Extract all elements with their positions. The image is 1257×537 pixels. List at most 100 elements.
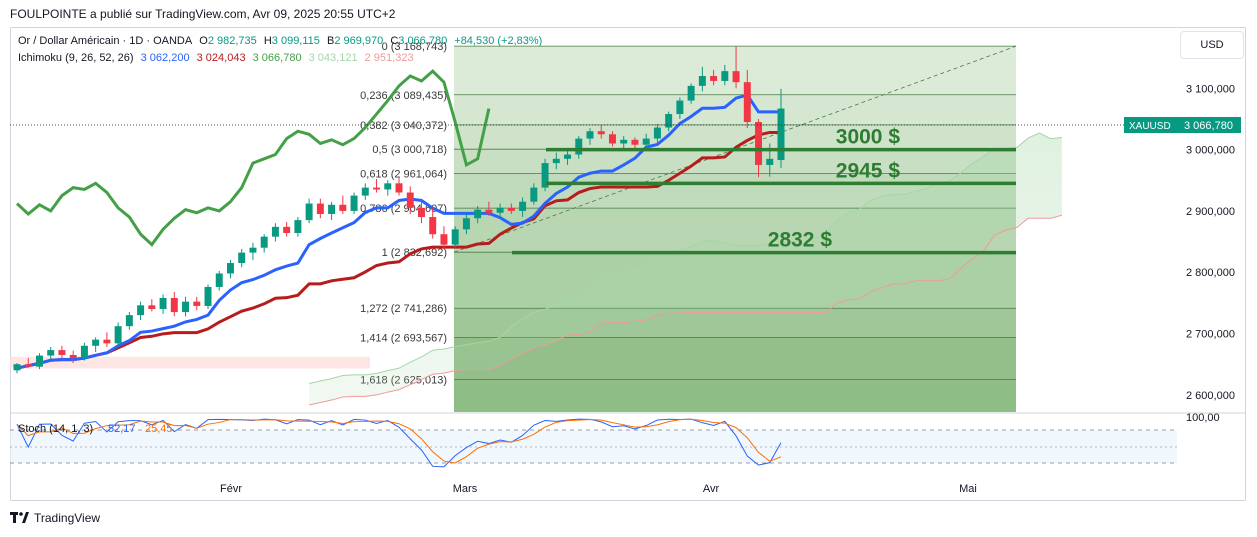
candle-body bbox=[328, 204, 336, 214]
candle-body bbox=[732, 71, 740, 83]
symbol-name[interactable]: Or / Dollar Américain · 1D · OANDA bbox=[18, 35, 193, 47]
candle-body bbox=[687, 85, 695, 101]
low-label: B bbox=[326, 35, 335, 47]
candle-body bbox=[586, 131, 594, 139]
publish-header: FOULPOINTE a publié sur TradingView.com,… bbox=[10, 7, 396, 21]
candle-body bbox=[608, 134, 616, 144]
y-tick-label: 2 900,000 bbox=[1186, 206, 1235, 218]
candle-body bbox=[519, 201, 527, 211]
candle-body bbox=[148, 305, 156, 310]
x-tick-label: Mars bbox=[453, 483, 478, 495]
fib-zone bbox=[454, 149, 1016, 174]
support-label: 2832 $ bbox=[768, 229, 833, 252]
fib-level-label: 0 (3 168,743) bbox=[382, 41, 447, 53]
low-value: 2 969,970 bbox=[334, 35, 384, 47]
candle-body bbox=[620, 139, 628, 144]
candle-body bbox=[103, 339, 111, 344]
fib-level-label: 0,236 (3 089,435) bbox=[360, 90, 447, 102]
candle-body bbox=[474, 209, 482, 219]
candle-body bbox=[653, 127, 661, 139]
fib-level-label: 1,272 (2 741,286) bbox=[360, 303, 447, 315]
candle-body bbox=[204, 286, 212, 306]
currency-button[interactable]: USD bbox=[1180, 31, 1244, 59]
tenkan-line bbox=[16, 93, 781, 370]
ichimoku-conversion: 3 062,200 bbox=[140, 52, 190, 64]
fib-level-label: 0,786 (2 904,607) bbox=[360, 203, 447, 215]
candle-body bbox=[530, 187, 538, 202]
stoch-k-line bbox=[16, 418, 782, 468]
kijun-line bbox=[16, 130, 781, 370]
candle-body bbox=[339, 204, 347, 211]
y-tick-label: 3 000,000 bbox=[1186, 145, 1235, 157]
x-tick-label: Avr bbox=[703, 483, 720, 495]
candle-body bbox=[92, 339, 100, 346]
candle-body bbox=[35, 355, 43, 367]
ichimoku-legend: Ichimoku (9, 26, 52, 26) 3 062,200 3 024… bbox=[18, 52, 418, 64]
candle-body bbox=[496, 207, 504, 213]
time-axis[interactable]: Févr Mars Avr Mai bbox=[220, 483, 977, 495]
support-label: 2945 $ bbox=[836, 159, 901, 182]
open-label: O bbox=[199, 35, 208, 47]
fib-zone bbox=[454, 337, 1016, 380]
ichimoku-label[interactable]: Ichimoku (9, 26, 52, 26) bbox=[18, 52, 134, 64]
candle-body bbox=[575, 138, 583, 155]
fib-level-label: 1,414 (2 693,567) bbox=[360, 332, 447, 344]
y-tick-label: 2 800,000 bbox=[1186, 267, 1235, 279]
candle-body bbox=[249, 247, 257, 253]
candle-body bbox=[552, 158, 560, 164]
y-tick-label: 2 600,000 bbox=[1186, 390, 1235, 402]
candle-body bbox=[373, 187, 381, 190]
candle-body bbox=[350, 195, 358, 211]
ichimoku-lead-a: 3 043,121 bbox=[308, 52, 358, 64]
candle-body bbox=[440, 234, 448, 245]
close-label: C bbox=[390, 35, 399, 47]
price-axis[interactable]: 3 100,000 3 000,000 2 900,000 2 800,000 2 70… bbox=[1186, 83, 1235, 402]
candle-body bbox=[384, 183, 392, 190]
footer-brand-text: TradingView bbox=[34, 511, 101, 525]
candle-body bbox=[451, 229, 459, 245]
candle-body bbox=[631, 139, 639, 145]
candle-body bbox=[721, 71, 729, 81]
candle-body bbox=[80, 345, 88, 359]
fib-zone bbox=[454, 46, 1016, 95]
candle-body bbox=[698, 76, 706, 86]
y-tick-label: 3 100,000 bbox=[1186, 83, 1235, 95]
candle-body bbox=[316, 203, 324, 214]
candle-body bbox=[24, 364, 32, 367]
candle-body bbox=[429, 217, 437, 235]
stoch-label: Stoch (14, 1, 3) bbox=[18, 423, 93, 435]
candle-body bbox=[642, 138, 650, 145]
candle-body bbox=[283, 226, 291, 233]
chart-frame bbox=[10, 27, 1246, 501]
support-annotations[interactable]: 3000 $ 2945 $ 2832 $ bbox=[512, 126, 1016, 255]
fib-zone bbox=[454, 124, 1016, 150]
candle-body bbox=[361, 187, 369, 196]
candle-body bbox=[260, 236, 268, 248]
fib-level-label: 0,382 (3 040,372) bbox=[360, 120, 447, 132]
candle-body bbox=[676, 100, 684, 115]
fib-level-label: 0,618 (2 961,064) bbox=[360, 168, 447, 180]
price-label-value: 3 066,780 bbox=[1184, 120, 1233, 132]
stoch-d-value: 25,45 bbox=[145, 423, 173, 435]
y-tick-label: 2 700,000 bbox=[1186, 329, 1235, 341]
candle-body bbox=[743, 82, 751, 123]
candle-body bbox=[305, 203, 313, 221]
close-value: 3 066,780 bbox=[398, 35, 448, 47]
candle-body bbox=[271, 226, 279, 237]
candle-body bbox=[507, 207, 515, 211]
candle-body bbox=[170, 297, 178, 313]
stoch-k-value: 52,17 bbox=[108, 423, 136, 435]
candle-body bbox=[69, 354, 77, 359]
footer-brand[interactable]: TradingView bbox=[10, 511, 100, 525]
past-cloud bbox=[10, 356, 370, 369]
chikou-line bbox=[15, 69, 491, 247]
ichimoku-lagging: 3 066,780 bbox=[252, 52, 302, 64]
high-value: 3 099,115 bbox=[271, 35, 320, 47]
candle-body bbox=[294, 220, 302, 233]
last-price-label: XAUUSD 3 066,780 bbox=[10, 117, 1241, 133]
candle-body bbox=[182, 301, 190, 313]
candle-body bbox=[395, 183, 403, 193]
high-label: H bbox=[263, 35, 272, 47]
fib-level-label: 0,5 (3 000,718) bbox=[372, 144, 447, 156]
